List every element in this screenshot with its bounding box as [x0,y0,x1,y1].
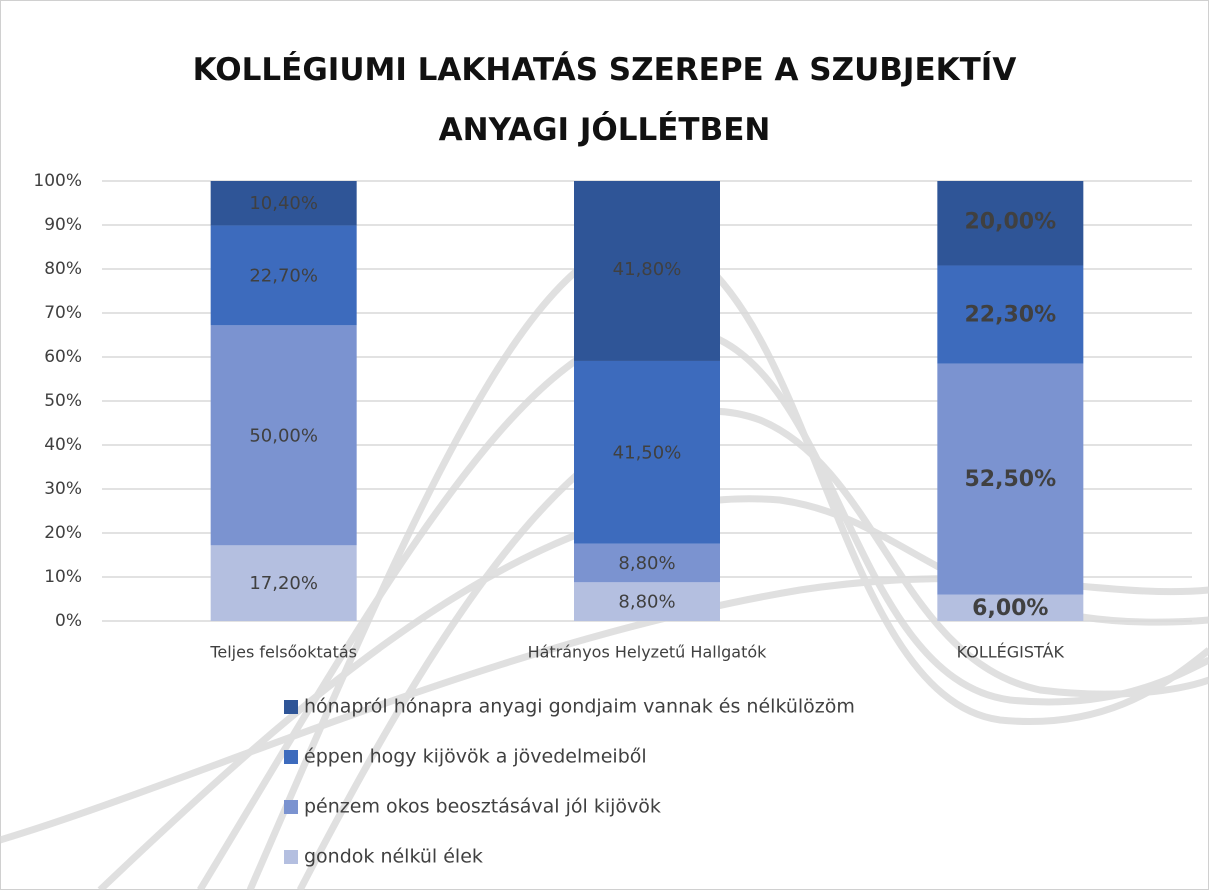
bar-segment [210,225,357,326]
y-tick-label: 90% [44,215,82,235]
legend-label: pénzem okos beosztásával jól kijövök [304,796,661,818]
chart-title: KOLLÉGIUMI LAKHATÁS SZEREPE A SZUBJEKTÍV… [192,52,1017,148]
data-label: 6,00% [972,596,1048,621]
bars [210,181,1084,621]
y-tick-label: 60% [44,347,82,367]
data-label: 41,50% [613,442,682,463]
bar-segment [937,363,1084,595]
y-tick-label: 10% [44,567,82,587]
data-label: 17,20% [249,573,318,594]
bar-segment [574,582,720,621]
bar-segment [210,181,357,226]
legend-swatch [284,700,298,714]
bar-segment [574,181,720,361]
bar-segment [574,543,720,583]
bar-segment [574,360,720,544]
x-tick-label: KOLLÉGISTÁK [957,643,1065,662]
bar-segment [937,594,1084,621]
legend-swatch [284,800,298,814]
y-tick-label: 50% [44,391,82,411]
legend-swatch [284,850,298,864]
x-tick-label: Hátrányos Helyzetű Hallgatók [528,643,768,662]
bar-segment [210,545,357,621]
data-label: 10,40% [249,193,318,214]
x-tick-label: Teljes felsőoktatás [209,643,357,662]
bar-segment [937,181,1084,266]
y-tick-label: 30% [44,479,82,499]
y-tick-label: 40% [44,435,82,455]
data-label: 41,80% [613,259,682,280]
legend-swatch [284,750,298,764]
y-tick-label: 20% [44,523,82,543]
data-label: 22,30% [965,303,1057,328]
bar-segment [210,325,357,546]
y-tick-label: 100% [33,171,82,191]
data-label: 8,80% [618,592,675,613]
data-label: 8,80% [618,553,675,574]
y-tick-label: 70% [44,303,82,323]
data-label: 22,70% [249,265,318,286]
bar-segment [937,265,1084,364]
legend-label: éppen hogy kijövök a jövedelmeiből [304,746,647,768]
data-label: 20,00% [965,209,1057,234]
y-tick-label: 0% [55,611,82,631]
data-label: 52,50% [965,467,1057,492]
y-tick-label: 80% [44,259,82,279]
legend-label: hónapról hónapra anyagi gondjaim vannak … [304,696,855,718]
legend-label: gondok nélkül élek [304,846,483,868]
data-label: 50,00% [249,425,318,446]
